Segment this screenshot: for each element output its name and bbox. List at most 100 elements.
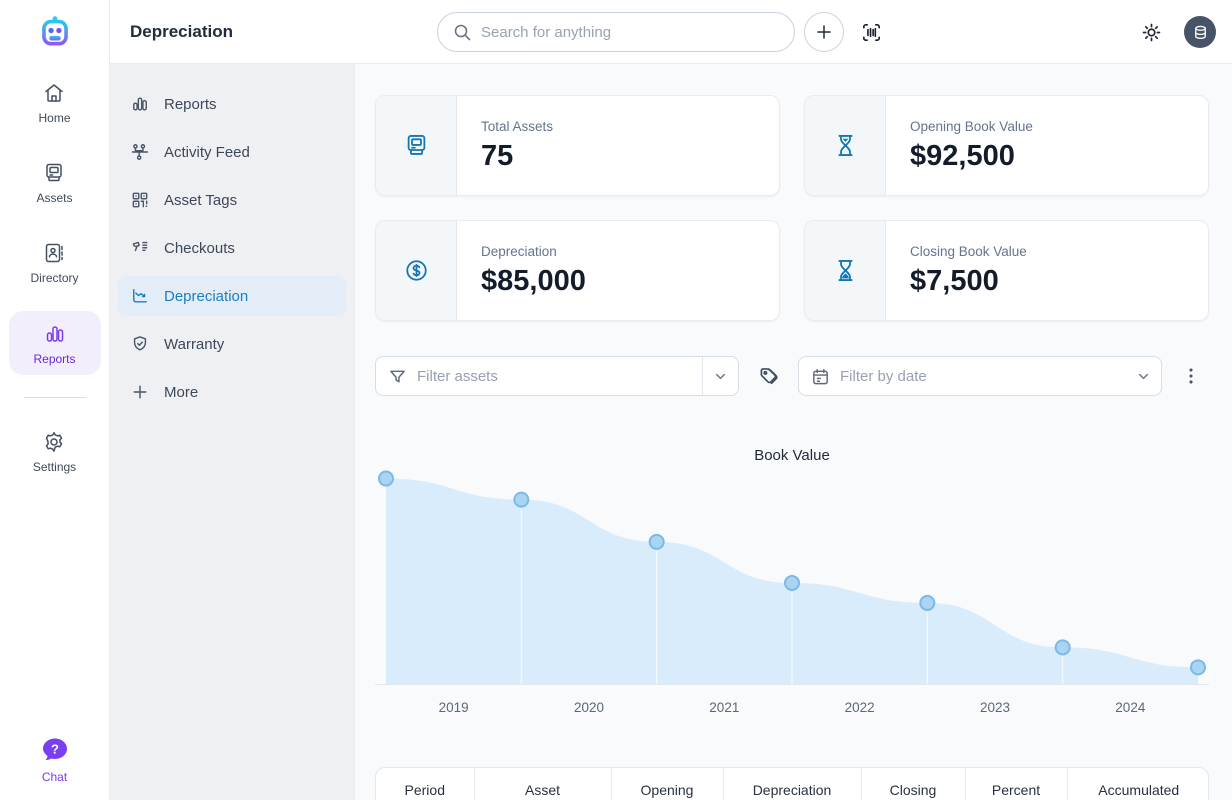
stat-value: $7,500 xyxy=(910,264,999,297)
database-icon xyxy=(1192,24,1209,41)
left-rail: Home Assets Directory Reports xyxy=(0,0,110,800)
stat-value: 75 xyxy=(481,139,514,172)
rail-item-assets[interactable]: Assets xyxy=(36,161,73,205)
tags-icon xyxy=(757,365,780,388)
filter-by-tags-button[interactable] xyxy=(757,365,780,388)
funnel-icon xyxy=(388,367,407,386)
filter-date-select[interactable] xyxy=(798,356,1162,396)
computer-icon xyxy=(42,161,66,185)
sidebar-item-checkouts[interactable]: Checkouts xyxy=(118,228,346,268)
sidebar-item-label: Depreciation xyxy=(164,287,249,305)
table-header-accumulated: Accumulated xyxy=(1066,768,1208,800)
table-header-depreciation: Depreciation xyxy=(722,768,861,800)
svg-text:2020: 2020 xyxy=(574,700,604,715)
barcode-scan-icon xyxy=(860,21,883,44)
stat-label: Total Assets xyxy=(481,118,554,134)
question-bubble-icon: ? xyxy=(41,736,69,764)
bar-chart-icon xyxy=(43,322,67,346)
app-logo[interactable] xyxy=(38,15,72,49)
table-header-closing: Closing xyxy=(860,768,965,800)
rail-item-reports[interactable]: Reports xyxy=(8,311,101,375)
rail-item-label: Chat xyxy=(41,770,68,784)
sidebar-item-activity-feed[interactable]: Activity Feed xyxy=(118,132,346,172)
rail-item-home[interactable]: Home xyxy=(38,81,71,125)
sidebar-item-asset-tags[interactable]: Asset Tags xyxy=(118,180,346,220)
filter-date-caret[interactable] xyxy=(1125,357,1161,395)
stat-label: Opening Book Value xyxy=(910,118,1033,134)
stat-card-closing-book-value: Closing Book Value $7,500 xyxy=(804,220,1209,321)
stat-card-total-assets: Total Assets 75 xyxy=(375,95,780,196)
rail-item-label: Home xyxy=(38,111,71,125)
sidebar-item-depreciation[interactable]: Depreciation xyxy=(118,276,346,316)
filter-assets-caret[interactable] xyxy=(702,357,738,395)
hourglass-start-icon xyxy=(805,96,886,195)
sidebar-item-label: Activity Feed xyxy=(164,143,250,161)
stat-cards: Total Assets 75 Opening Book Value $92,5… xyxy=(375,95,1209,321)
filter-row xyxy=(375,356,1209,396)
rail-item-chat[interactable]: ? Chat xyxy=(41,736,69,784)
add-button[interactable] xyxy=(804,12,844,52)
sidebar-item-label: Warranty xyxy=(164,335,225,353)
sidebar-item-reports[interactable]: Reports xyxy=(118,84,346,124)
rail-item-label: Reports xyxy=(33,352,76,366)
stat-card-opening-book-value: Opening Book Value $92,500 xyxy=(804,95,1209,196)
sidebar-item-warranty[interactable]: Warranty xyxy=(118,324,346,364)
more-options-button[interactable] xyxy=(1180,365,1202,387)
home-icon xyxy=(42,81,66,105)
sidebar-item-label: More xyxy=(164,383,199,401)
hourglass-end-icon xyxy=(805,221,886,320)
table-header-row: Period Asset Opening Depreciation Closin… xyxy=(376,768,1208,800)
sidebar-item-label: Reports xyxy=(164,95,217,113)
stat-label: Depreciation xyxy=(481,243,557,259)
user-avatar[interactable] xyxy=(1184,16,1216,48)
stat-label: Closing Book Value xyxy=(910,243,1027,259)
table-header-opening: Opening xyxy=(610,768,723,800)
table-header-asset: Asset xyxy=(473,768,611,800)
chevron-down-icon xyxy=(1136,369,1151,384)
topbar-right xyxy=(1141,0,1216,64)
search-input[interactable] xyxy=(481,23,780,41)
reports-sidebar: Reports Activity Feed Asset Tags xyxy=(110,64,355,800)
book-value-chart: 2019 2020 2021 2022 2023 2024 xyxy=(375,470,1209,715)
chevron-down-icon xyxy=(713,369,728,384)
svg-text:2023: 2023 xyxy=(980,700,1010,715)
global-search[interactable] xyxy=(437,12,795,52)
rail-item-directory[interactable]: Directory xyxy=(30,241,79,285)
rail-item-settings[interactable]: Settings xyxy=(33,430,76,474)
kebab-menu-icon xyxy=(1180,365,1202,387)
filter-assets-select[interactable] xyxy=(375,356,739,396)
rail-item-label: Directory xyxy=(30,271,79,285)
shield-check-icon xyxy=(130,334,150,354)
sidebar-item-more[interactable]: More xyxy=(118,372,346,412)
barcode-scanner-icon xyxy=(130,238,150,258)
svg-text:2024: 2024 xyxy=(1115,700,1146,715)
sidebar-item-label: Checkouts xyxy=(164,239,235,257)
plus-icon xyxy=(130,382,150,402)
svg-text:2021: 2021 xyxy=(709,700,739,715)
sidebar-item-label: Asset Tags xyxy=(164,191,238,209)
filter-date-input[interactable] xyxy=(840,367,1113,385)
network-icon xyxy=(130,142,150,162)
rail-divider xyxy=(23,397,86,398)
robot-logo-icon xyxy=(41,16,68,46)
sun-icon xyxy=(1141,22,1162,43)
svg-text:2019: 2019 xyxy=(439,700,469,715)
main-content: Total Assets 75 Opening Book Value $92,5… xyxy=(355,64,1232,800)
table-header-period: Period xyxy=(404,782,445,798)
bar-chart-icon xyxy=(130,94,150,114)
stat-value: $92,500 xyxy=(910,139,1015,172)
search-icon xyxy=(452,22,472,42)
page-title: Depreciation xyxy=(130,21,233,41)
gear-icon xyxy=(42,430,66,454)
rail-item-label: Assets xyxy=(36,191,73,205)
theme-toggle-button[interactable] xyxy=(1141,22,1162,43)
table-header-percent: Percent xyxy=(964,768,1067,800)
calendar-icon xyxy=(811,367,830,386)
filter-assets-input[interactable] xyxy=(417,367,690,385)
topbar: Depreciation xyxy=(110,0,1232,64)
scan-barcode-button[interactable] xyxy=(860,21,883,44)
plus-icon xyxy=(814,22,834,42)
chart-decline-icon xyxy=(130,286,150,306)
rail-item-label: Settings xyxy=(32,460,77,474)
stat-card-depreciation: Depreciation $85,000 xyxy=(375,220,780,321)
